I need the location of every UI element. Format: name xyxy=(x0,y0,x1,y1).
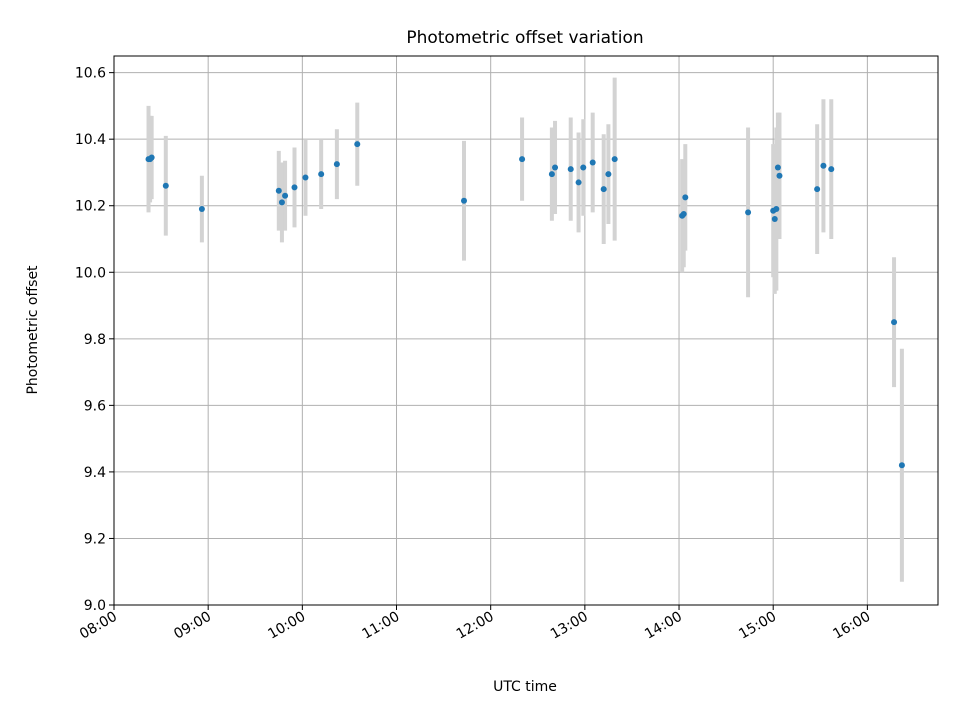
data-point xyxy=(302,174,309,181)
data-point xyxy=(814,186,821,193)
y-tick-label: 9.2 xyxy=(84,531,106,547)
data-point xyxy=(605,171,612,178)
y-tick-label: 10.4 xyxy=(75,132,106,148)
data-point xyxy=(773,206,780,213)
data-point xyxy=(148,154,155,161)
data-point xyxy=(891,319,898,326)
data-point xyxy=(461,197,468,204)
data-point xyxy=(552,164,559,171)
data-point xyxy=(318,171,325,178)
data-point xyxy=(580,164,587,171)
y-tick-label: 10.6 xyxy=(75,66,106,82)
data-points xyxy=(145,141,905,469)
y-axis-ticks: 9.0 9.2 9.4 9.6 9.8 10.0 10.2 10.4 10.6 xyxy=(75,66,114,614)
data-point xyxy=(291,184,298,191)
data-point xyxy=(600,186,607,193)
y-tick-label: 9.8 xyxy=(84,332,106,348)
y-tick-label: 9.6 xyxy=(84,398,106,414)
data-point xyxy=(198,206,205,213)
data-point xyxy=(589,159,596,166)
data-point xyxy=(548,171,555,178)
data-point xyxy=(519,156,526,163)
data-point xyxy=(567,166,574,173)
plot-area xyxy=(114,56,938,605)
data-point xyxy=(774,164,781,171)
y-axis-label: Photometric offset xyxy=(25,265,41,395)
data-point xyxy=(278,199,285,206)
y-tick-label: 9.4 xyxy=(84,465,106,481)
data-point xyxy=(771,216,778,223)
data-point xyxy=(611,156,618,163)
data-point xyxy=(333,161,340,168)
chart-title: Photometric offset variation xyxy=(406,28,643,48)
data-point xyxy=(275,187,282,194)
x-axis-label: UTC time xyxy=(493,679,557,695)
data-point xyxy=(776,172,783,179)
plot-frame xyxy=(113,55,939,606)
y-tick-label: 10.2 xyxy=(75,199,106,215)
y-tick-label: 9.0 xyxy=(84,598,106,614)
data-point xyxy=(282,192,289,199)
y-tick-label: 10.0 xyxy=(75,265,106,281)
data-point xyxy=(820,162,827,169)
data-point xyxy=(680,211,687,218)
data-point xyxy=(682,194,689,201)
data-point xyxy=(828,166,835,173)
data-point xyxy=(898,462,905,469)
data-point xyxy=(575,179,582,186)
data-point xyxy=(745,209,752,216)
data-point xyxy=(162,182,169,189)
data-point xyxy=(354,141,361,148)
